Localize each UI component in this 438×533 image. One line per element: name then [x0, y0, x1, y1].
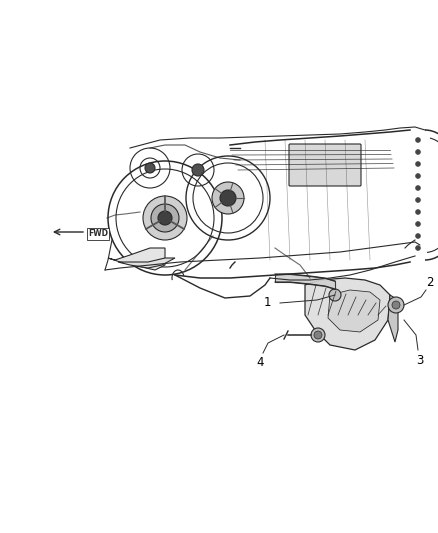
Circle shape	[416, 138, 420, 142]
Circle shape	[192, 164, 204, 176]
Circle shape	[220, 190, 236, 206]
Polygon shape	[328, 290, 380, 332]
Circle shape	[158, 211, 172, 225]
Circle shape	[416, 185, 420, 190]
FancyBboxPatch shape	[289, 144, 361, 186]
Text: 1: 1	[263, 296, 271, 310]
Circle shape	[311, 328, 325, 342]
Circle shape	[416, 233, 420, 238]
Circle shape	[416, 222, 420, 227]
Circle shape	[416, 161, 420, 166]
Circle shape	[151, 204, 179, 232]
Circle shape	[329, 289, 341, 301]
Circle shape	[143, 196, 187, 240]
Polygon shape	[118, 258, 175, 268]
Text: 2: 2	[426, 277, 434, 289]
Circle shape	[145, 163, 155, 173]
Text: 4: 4	[256, 357, 264, 369]
Polygon shape	[108, 248, 165, 270]
Circle shape	[416, 149, 420, 155]
Circle shape	[212, 182, 244, 214]
Circle shape	[388, 297, 404, 313]
Text: 3: 3	[416, 354, 424, 367]
Circle shape	[416, 174, 420, 179]
Text: FWD: FWD	[88, 230, 108, 238]
Circle shape	[314, 331, 322, 339]
Circle shape	[392, 301, 400, 309]
Polygon shape	[388, 295, 398, 342]
Circle shape	[416, 246, 420, 251]
Circle shape	[416, 209, 420, 214]
Polygon shape	[305, 278, 390, 350]
Circle shape	[416, 198, 420, 203]
